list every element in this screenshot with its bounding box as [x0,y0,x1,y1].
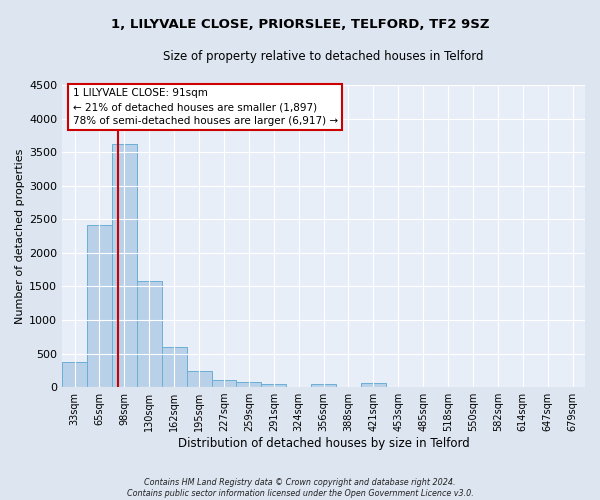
Y-axis label: Number of detached properties: Number of detached properties [15,148,25,324]
Bar [236,382,262,387]
Text: 1 LILYVALE CLOSE: 91sqm
← 21% of detached houses are smaller (1,897)
78% of semi: 1 LILYVALE CLOSE: 91sqm ← 21% of detache… [73,88,338,126]
Bar [87,224,112,387]
Bar [311,384,336,387]
Bar [212,380,236,387]
Title: Size of property relative to detached houses in Telford: Size of property relative to detached ho… [163,50,484,63]
Bar [112,144,137,387]
Text: 1, LILYVALE CLOSE, PRIORSLEE, TELFORD, TF2 9SZ: 1, LILYVALE CLOSE, PRIORSLEE, TELFORD, T… [111,18,489,30]
Text: Contains HM Land Registry data © Crown copyright and database right 2024.
Contai: Contains HM Land Registry data © Crown c… [127,478,473,498]
Bar [187,371,212,387]
X-axis label: Distribution of detached houses by size in Telford: Distribution of detached houses by size … [178,437,469,450]
Bar [137,281,162,387]
Bar [262,384,286,387]
Bar [62,362,87,387]
Bar [361,383,386,387]
Bar [162,347,187,387]
